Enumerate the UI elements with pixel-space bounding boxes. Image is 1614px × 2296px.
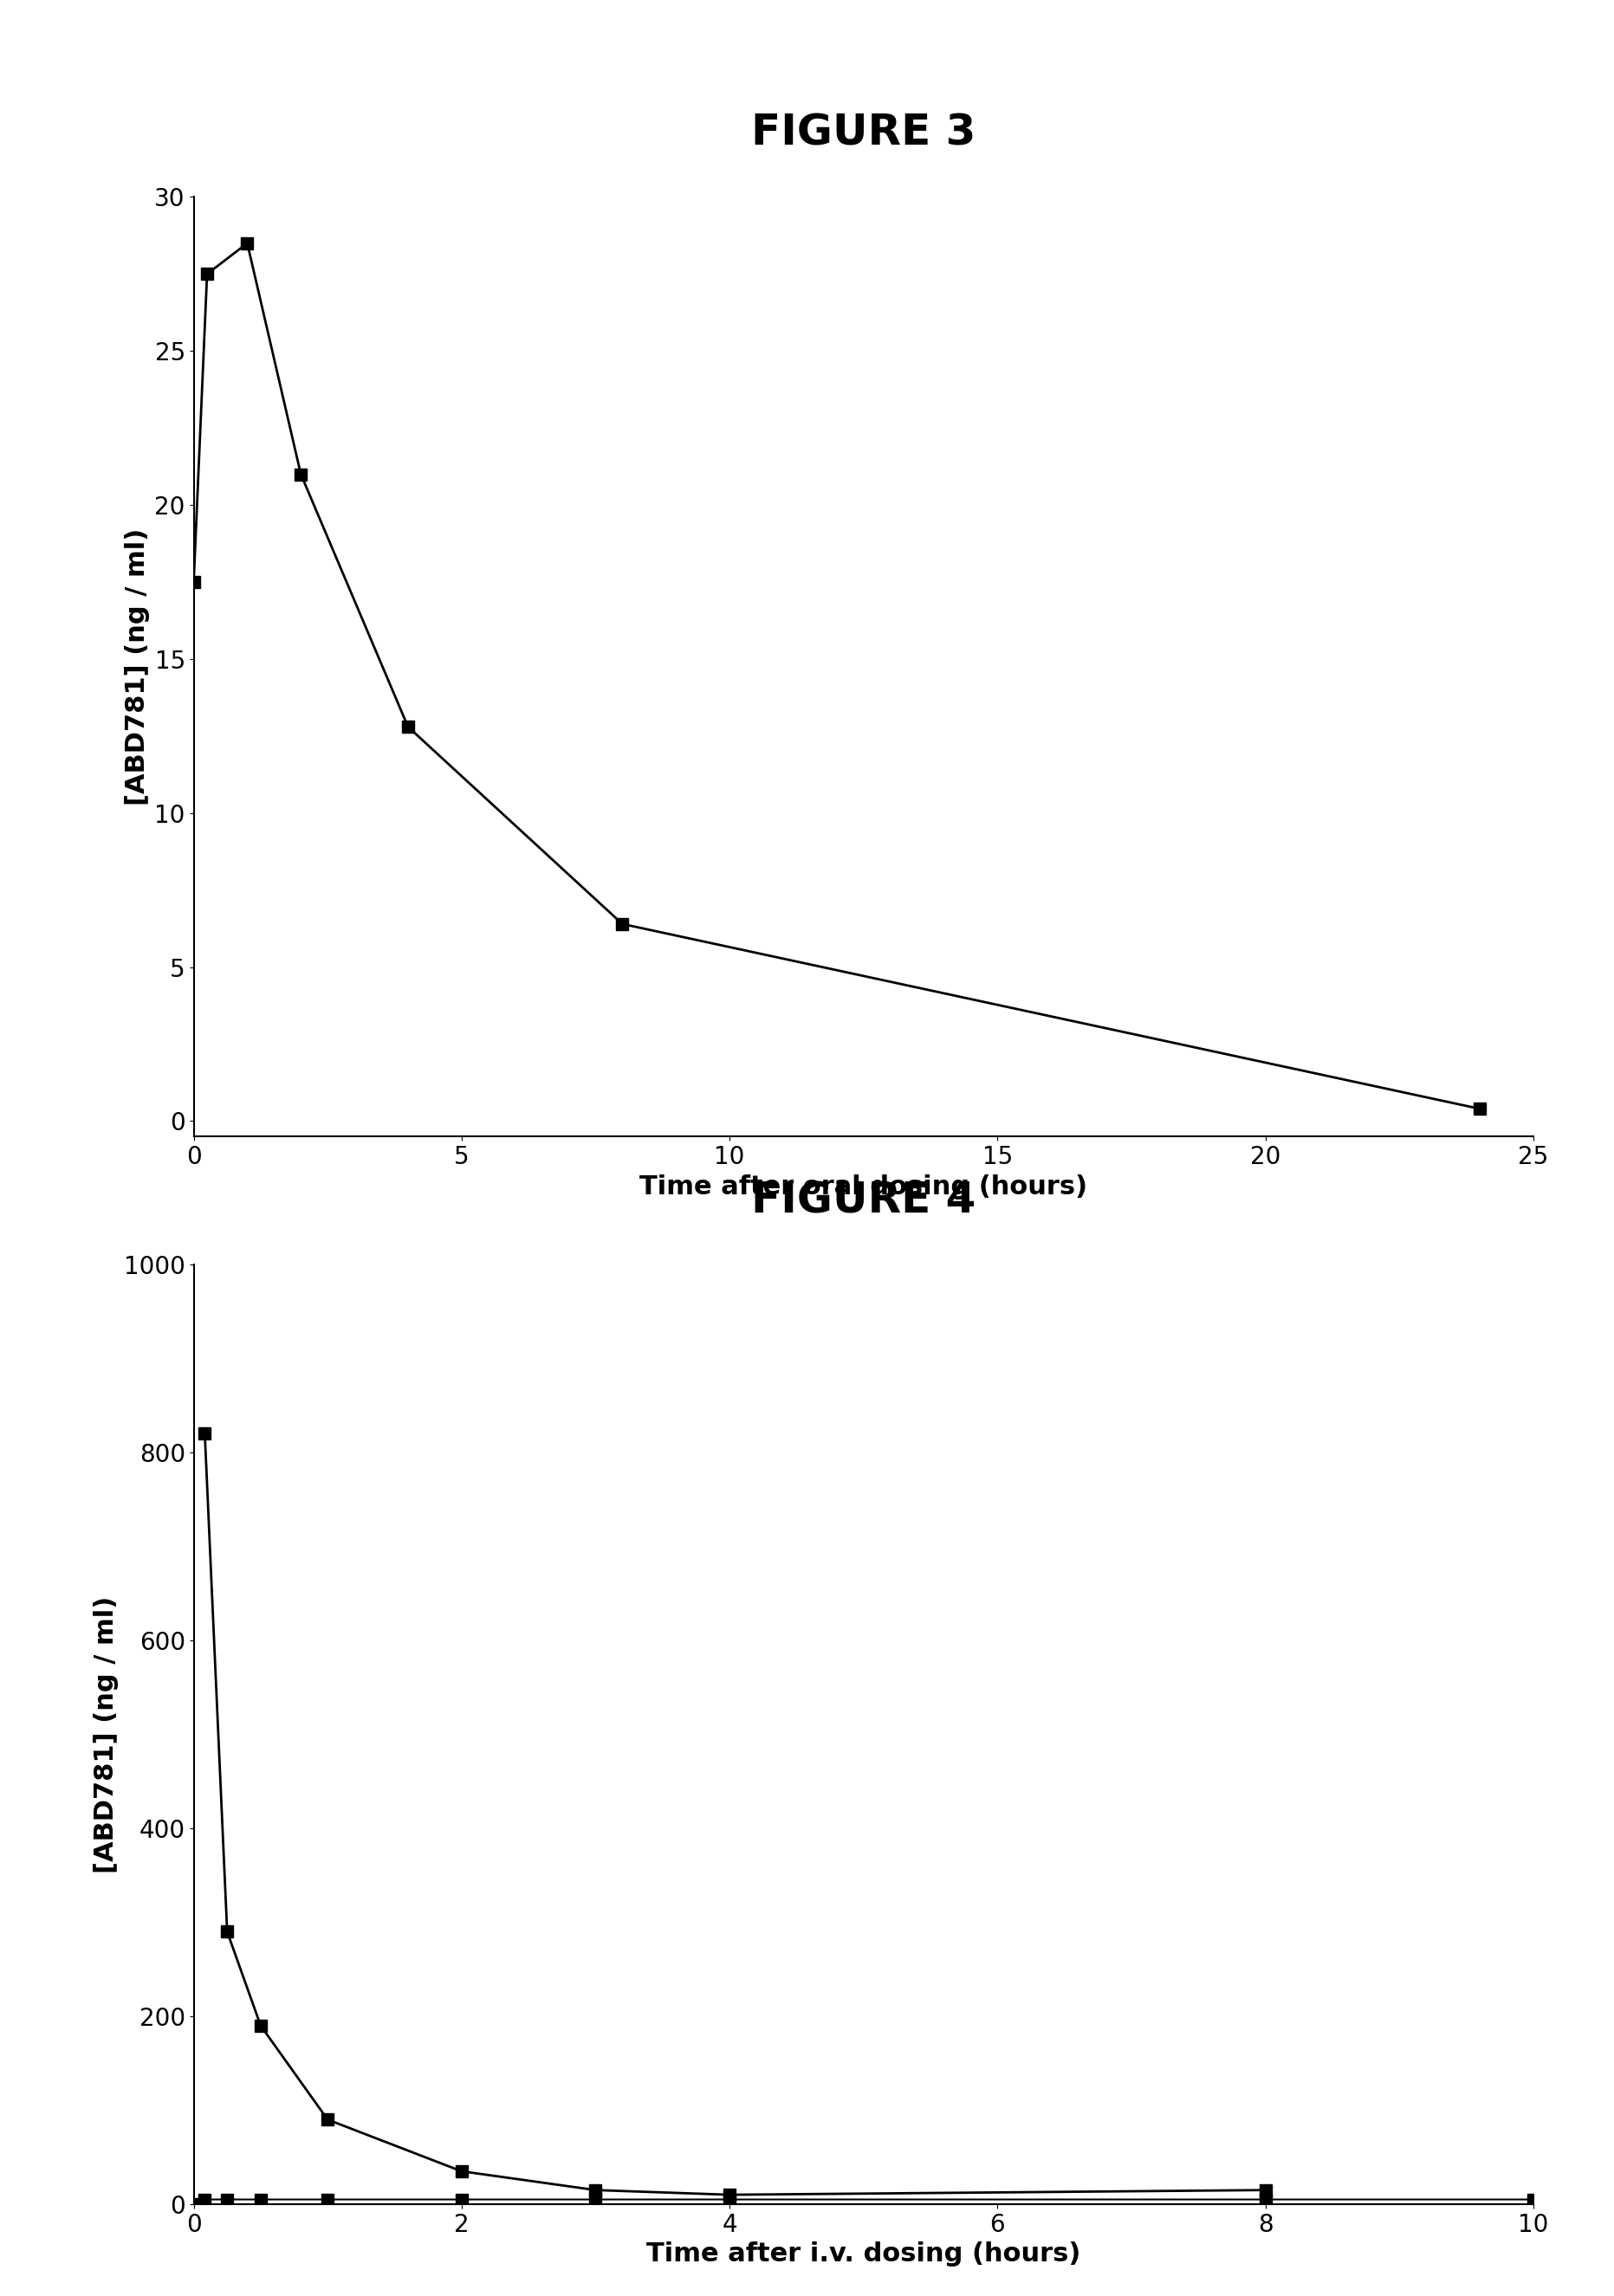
X-axis label: Time after oral dosing (hours): Time after oral dosing (hours): [639, 1173, 1088, 1199]
Y-axis label: [ABD781] (ng / ml): [ABD781] (ng / ml): [94, 1596, 119, 1874]
Text: FIGURE 3: FIGURE 3: [751, 113, 976, 154]
X-axis label: Time after i.v. dosing (hours): Time after i.v. dosing (hours): [646, 2241, 1081, 2266]
Y-axis label: [ABD781] (ng / ml): [ABD781] (ng / ml): [124, 528, 150, 806]
Text: FIGURE 4: FIGURE 4: [751, 1180, 976, 1221]
